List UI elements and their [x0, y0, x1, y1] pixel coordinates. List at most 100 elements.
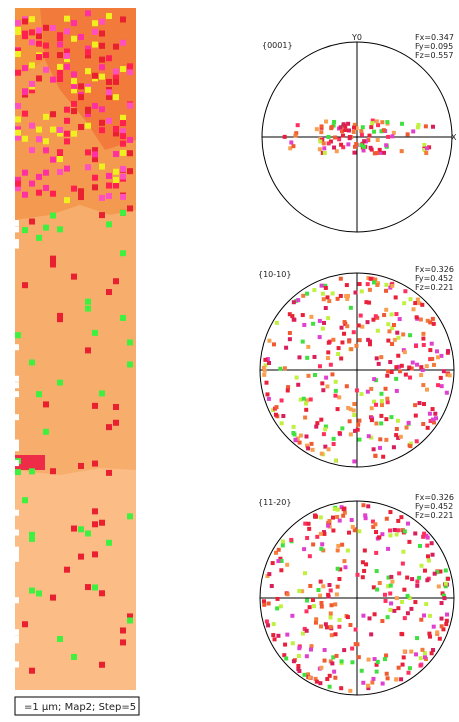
- pole: [366, 337, 371, 342]
- pole: [354, 126, 359, 131]
- pole: [309, 441, 314, 446]
- map-pixel: [64, 197, 70, 204]
- pole: [390, 283, 395, 288]
- pole: [427, 411, 432, 416]
- pole: [297, 646, 302, 651]
- pole: [389, 312, 394, 317]
- map-pixel: [106, 221, 112, 228]
- pole: [297, 669, 302, 674]
- pole: [365, 320, 370, 325]
- pole: [324, 119, 329, 124]
- map-pixel: [99, 194, 105, 201]
- pole: [319, 451, 324, 456]
- pole: [304, 407, 309, 412]
- map-pixel: [43, 52, 49, 59]
- pole: [333, 135, 338, 140]
- pole: [271, 342, 276, 347]
- pole: [382, 592, 387, 597]
- pole: [425, 318, 430, 323]
- pole: [326, 340, 331, 345]
- pole: [339, 129, 344, 134]
- pole: [408, 441, 413, 446]
- map-pixel: [15, 226, 19, 233]
- pole: [373, 453, 378, 458]
- pole: [413, 301, 418, 306]
- pole: [379, 413, 384, 418]
- pole: [267, 338, 272, 343]
- pole: [334, 653, 339, 658]
- pole: [294, 298, 299, 303]
- pole: [356, 323, 361, 328]
- map-pixel: [85, 49, 91, 56]
- map-pixel: [113, 78, 119, 85]
- pole: [375, 151, 380, 156]
- pole: [365, 282, 370, 287]
- pole: [403, 289, 408, 294]
- pole: [306, 521, 311, 526]
- pole: [361, 503, 366, 508]
- pole: [304, 398, 309, 403]
- pole: [302, 322, 307, 327]
- pole: [357, 437, 362, 442]
- pole: [397, 571, 402, 576]
- map-pixel: [50, 126, 56, 133]
- map-pixel: [127, 63, 133, 70]
- pole: [370, 121, 375, 126]
- pole: [307, 526, 312, 531]
- pole: [274, 320, 279, 325]
- pole: [370, 118, 375, 123]
- pole: [430, 124, 435, 129]
- map-pixel: [85, 305, 91, 312]
- map-pixel: [127, 339, 133, 346]
- pole: [386, 369, 391, 374]
- map-pixel: [120, 627, 126, 634]
- pole: [431, 321, 436, 326]
- pole-figure: {10-10} Fx=0.326 Fy=0.452 Fz=0.221: [258, 265, 455, 468]
- map-pixel: [22, 621, 28, 628]
- map-pixel: [99, 30, 105, 37]
- pole: [280, 539, 285, 544]
- map-pixels: [15, 10, 133, 674]
- pole: [384, 288, 389, 293]
- pole: [263, 357, 268, 362]
- map-pixel: [78, 33, 84, 40]
- pole: [392, 608, 397, 613]
- pole: [308, 583, 313, 588]
- pole: [427, 613, 432, 618]
- pole: [323, 306, 328, 311]
- pole: [323, 622, 328, 627]
- pole: [417, 543, 422, 548]
- map-pixel: [43, 428, 49, 435]
- map-pixel: [71, 653, 77, 660]
- pole: [342, 559, 347, 564]
- pole: [366, 504, 371, 509]
- pole: [305, 291, 310, 296]
- pole: [321, 141, 326, 146]
- pole: [318, 531, 323, 536]
- pole: [388, 591, 393, 596]
- map-pixel: [71, 273, 77, 280]
- pole: [270, 561, 275, 566]
- pole: [421, 402, 426, 407]
- pole: [310, 447, 315, 452]
- map-pixel: [64, 138, 70, 145]
- map-pixel: [99, 73, 105, 80]
- pole: [337, 431, 342, 436]
- map-pixel: [85, 347, 91, 354]
- pole: [381, 454, 386, 459]
- pole: [295, 436, 300, 441]
- pole: [374, 569, 379, 574]
- pole: [343, 128, 348, 133]
- pole: [347, 339, 352, 344]
- pole: [399, 515, 404, 520]
- pole: [393, 295, 398, 300]
- map-pixel: [127, 168, 133, 175]
- map-pixel: [106, 539, 112, 546]
- pole: [278, 366, 283, 371]
- map-pixel: [106, 55, 112, 62]
- pole: [443, 584, 448, 589]
- pole: [342, 510, 347, 515]
- pole: [304, 609, 309, 614]
- pole: [398, 434, 403, 439]
- pole: [364, 562, 369, 567]
